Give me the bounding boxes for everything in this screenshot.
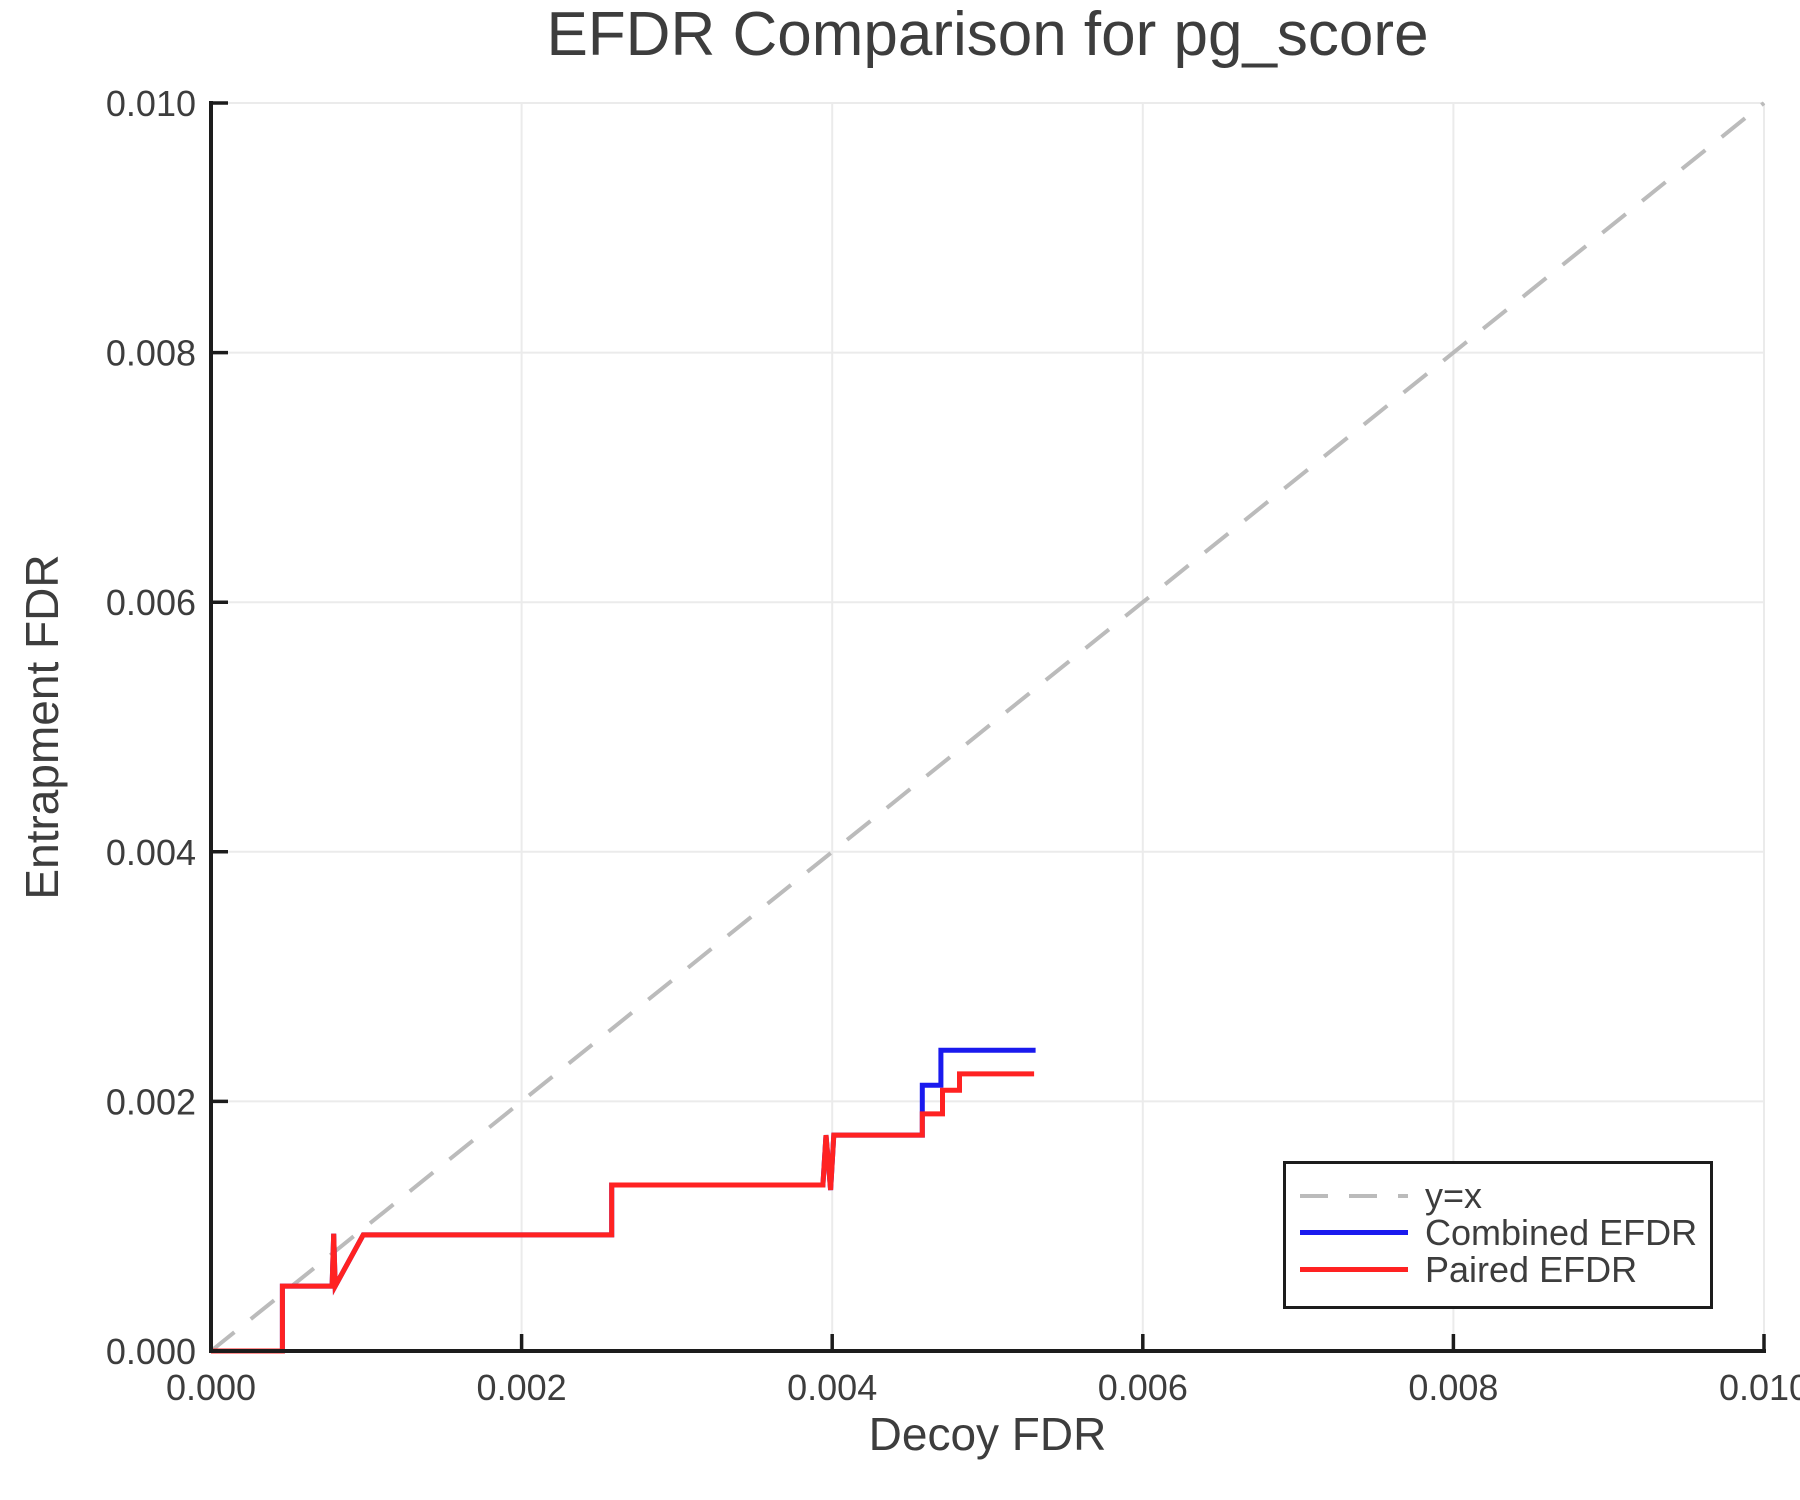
y-tick-label: 0.006 <box>106 582 196 623</box>
legend-label-paired-efdr: Paired EFDR <box>1425 1249 1638 1290</box>
chart-title: EFDR Comparison for pg_score <box>546 0 1429 69</box>
legend-label-yx: y=x <box>1425 1175 1483 1216</box>
series-line-paired-efdr <box>211 1071 1035 1354</box>
legend-label-combined-efdr: Combined EFDR <box>1425 1212 1698 1253</box>
legend-row: Combined EFDR <box>1300 1214 1710 1251</box>
x-tick-label: 0.006 <box>1098 1367 1188 1408</box>
x-tick-label: 0.002 <box>477 1367 567 1408</box>
x-tick-label: 0.004 <box>787 1367 877 1408</box>
x-tick-label: 0.000 <box>166 1367 256 1408</box>
y-tick-label: 0.000 <box>106 1331 196 1372</box>
legend: y=x Combined EFDR Paired EFDR <box>1283 1161 1713 1309</box>
legend-line-sample-paired-efdr <box>1300 1267 1408 1272</box>
y-tick-label: 0.008 <box>106 333 196 374</box>
y-axis-label: Entrapment FDR <box>16 554 68 900</box>
x-tick-label: 0.008 <box>1408 1367 1498 1408</box>
y-tick-label: 0.004 <box>106 832 196 873</box>
series-line-y-x <box>209 101 1766 1353</box>
y-tick-label: 0.010 <box>106 83 196 124</box>
x-tick-label: 0.010 <box>1719 1367 1800 1408</box>
legend-line-sample-combined-efdr <box>1300 1230 1408 1235</box>
series-line-combined-efdr <box>211 1047 1036 1354</box>
legend-row: Paired EFDR <box>1300 1251 1710 1288</box>
legend-row: y=x <box>1300 1177 1710 1214</box>
legend-line-sample-yx <box>1300 1193 1408 1198</box>
x-axis-label: Decoy FDR <box>868 1408 1107 1460</box>
y-tick-label: 0.002 <box>106 1081 196 1122</box>
